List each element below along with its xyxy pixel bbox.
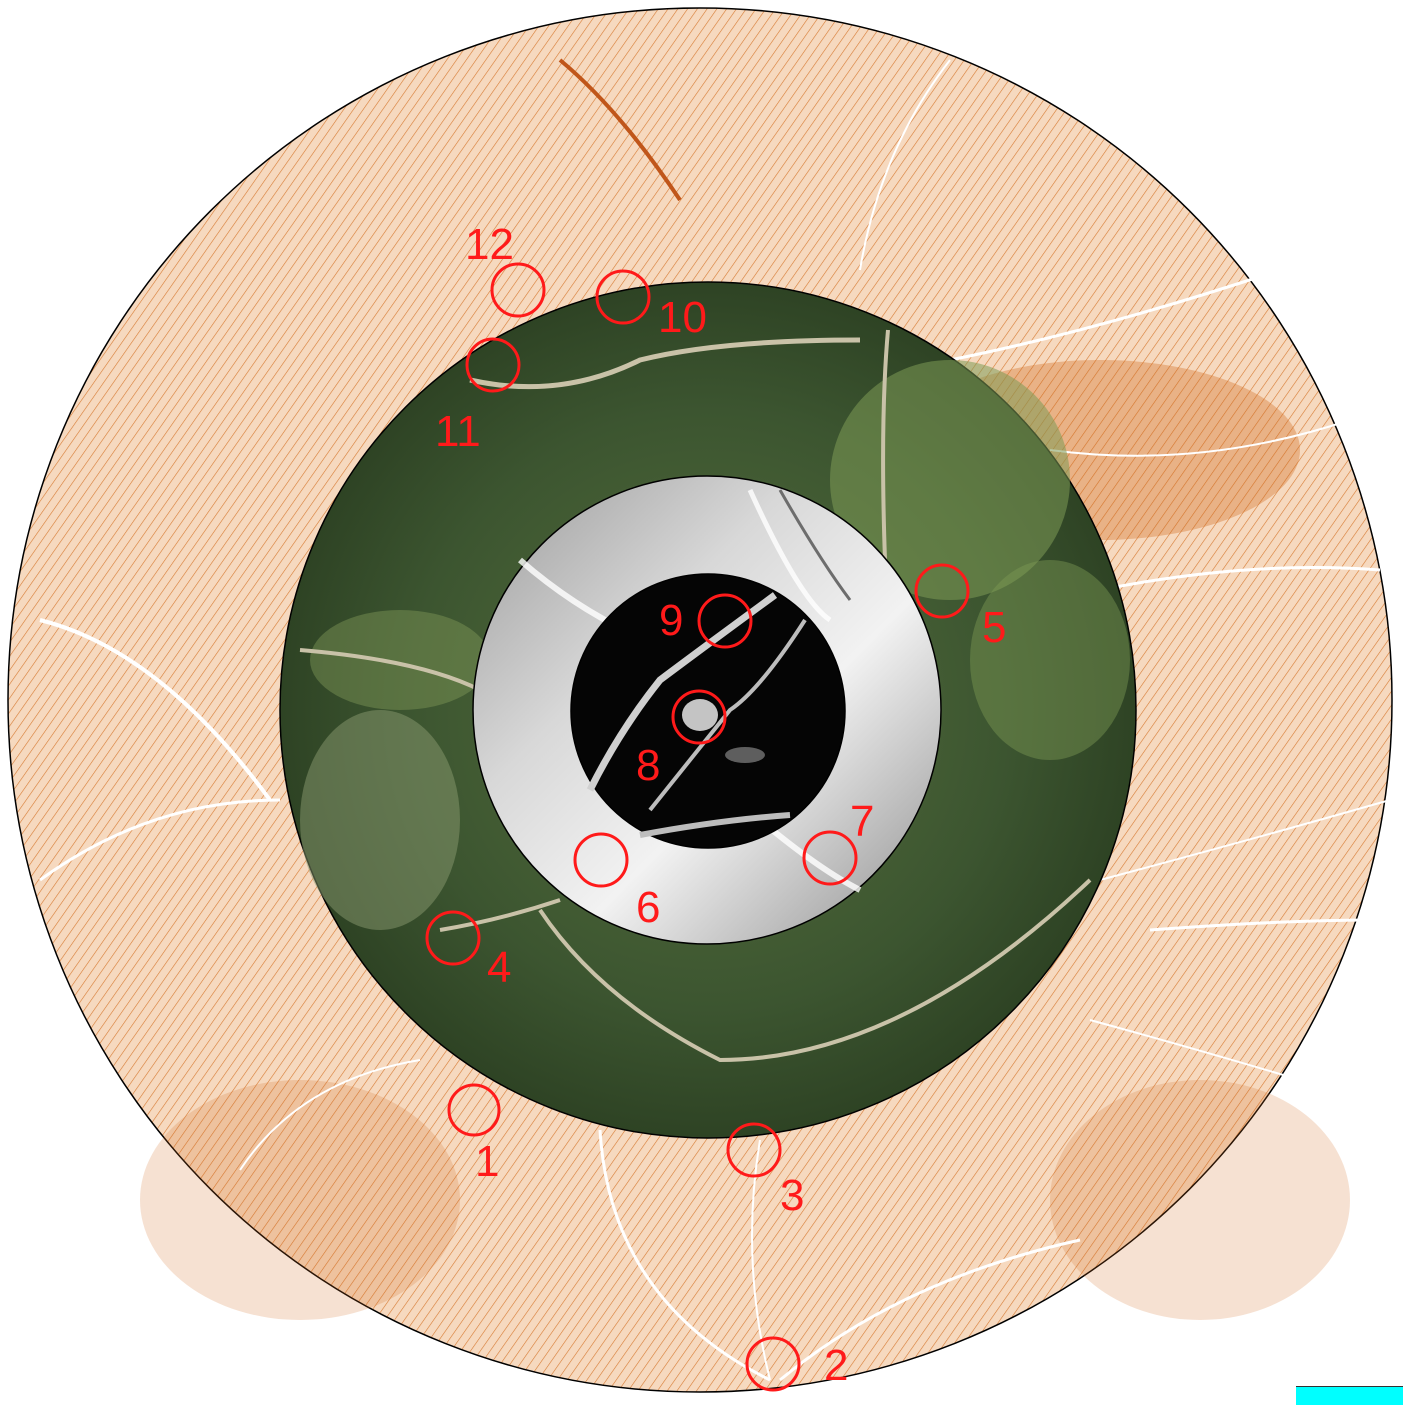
marker-11[interactable]: 11: [435, 337, 521, 456]
marker-label: 9: [659, 596, 683, 645]
orthophoto-ring: [279, 281, 1137, 1139]
marker-4[interactable]: 4: [425, 910, 511, 992]
local-relief-disc: [570, 573, 846, 849]
marker-10[interactable]: 10: [595, 269, 707, 342]
marker-label: 7: [850, 797, 874, 846]
marker-label: 6: [636, 883, 660, 932]
marker-9[interactable]: 9: [659, 593, 753, 649]
marker-3[interactable]: 3: [726, 1122, 804, 1220]
marker-label: 8: [636, 741, 660, 790]
marker-8[interactable]: 8: [636, 689, 727, 790]
marker-2[interactable]: 2: [745, 1336, 848, 1392]
marker-5[interactable]: 5: [914, 563, 1006, 652]
scale-bar: [1296, 1386, 1403, 1405]
marker-label: 3: [780, 1171, 804, 1220]
marker-label: 1: [475, 1137, 499, 1186]
marker-1[interactable]: 1: [447, 1083, 501, 1186]
marker-12[interactable]: 12: [465, 220, 546, 318]
marker-label: 10: [658, 293, 707, 342]
marker-label: 12: [465, 220, 514, 269]
marker-label: 4: [487, 943, 511, 992]
marker-7[interactable]: 7: [802, 797, 874, 886]
marker-label: 11: [435, 407, 481, 456]
marker-label: 2: [824, 1341, 848, 1390]
marker-label: 5: [982, 603, 1006, 652]
marker-6[interactable]: 6: [573, 832, 660, 932]
